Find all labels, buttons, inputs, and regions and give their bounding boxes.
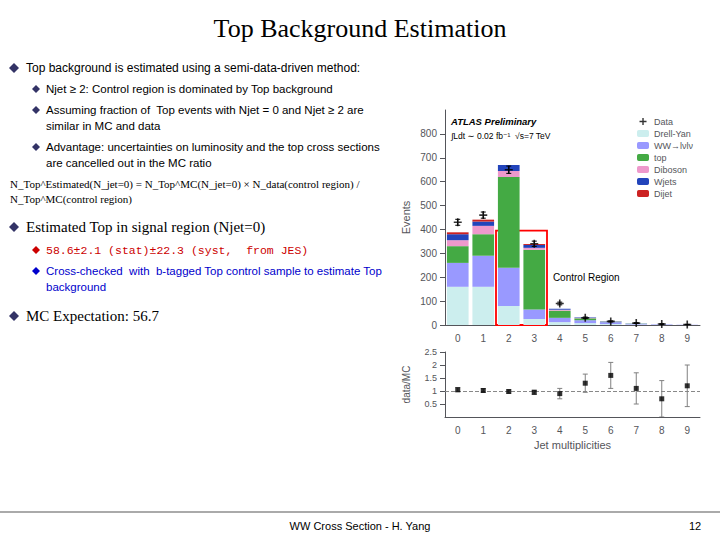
svg-text:0: 0: [455, 425, 461, 436]
svg-text:3: 3: [531, 425, 537, 436]
svg-text:2: 2: [506, 333, 512, 344]
svg-text:Control Region: Control Region: [553, 272, 620, 283]
svg-text:6: 6: [608, 333, 614, 344]
svg-text:ATLAS Preliminary: ATLAS Preliminary: [450, 116, 537, 127]
svg-text:are cancelled out in the MC ra: are cancelled out in the MC ratio: [46, 157, 212, 169]
svg-text:2: 2: [506, 425, 512, 436]
svg-text:Njet ≥ 2: Control region is do: Njet ≥ 2: Control region is dominated by…: [46, 83, 333, 95]
svg-text:5: 5: [582, 425, 588, 436]
svg-text:5: 5: [582, 333, 588, 344]
svg-text:0.5: 0.5: [424, 399, 437, 409]
svg-text:300: 300: [420, 248, 437, 259]
svg-text:Wjets: Wjets: [654, 177, 677, 187]
svg-text:N_Top^Estimated(N_jet=0) = N_T: N_Top^Estimated(N_jet=0) = N_Top^MC(N_je…: [10, 178, 360, 191]
svg-text:4: 4: [557, 425, 563, 436]
svg-text:similar in MC and data: similar in MC and data: [46, 120, 161, 132]
svg-text:1: 1: [480, 425, 486, 436]
svg-text:Top background is estimated us: Top background is estimated using a semi…: [26, 61, 360, 75]
svg-text:800: 800: [420, 128, 437, 139]
svg-text:7: 7: [633, 333, 639, 344]
svg-text:8: 8: [659, 425, 665, 436]
svg-text:Diboson: Diboson: [654, 165, 687, 175]
svg-text:8: 8: [659, 333, 665, 344]
svg-text:0: 0: [431, 320, 437, 331]
svg-text:WW Cross Section - H. Yang: WW Cross Section - H. Yang: [290, 520, 431, 532]
svg-text:200: 200: [420, 272, 437, 283]
svg-text:100: 100: [420, 296, 437, 307]
svg-text:WW→lνlν: WW→lνlν: [654, 141, 693, 151]
svg-text:2.5: 2.5: [424, 347, 437, 357]
svg-text:1: 1: [480, 333, 486, 344]
svg-text:Drell-Yan: Drell-Yan: [654, 129, 691, 139]
svg-text:400: 400: [420, 224, 437, 235]
svg-text:Dijet: Dijet: [654, 189, 673, 199]
svg-text:2: 2: [432, 360, 437, 370]
svg-text:Data: Data: [654, 117, 673, 127]
svg-text:Cross-checked with b-tagged: Cross-checked with b-tagged Top control …: [46, 265, 382, 277]
svg-text:6: 6: [608, 425, 614, 436]
svg-text:top: top: [654, 153, 667, 163]
svg-text:background: background: [46, 281, 106, 293]
svg-text:3: 3: [531, 333, 537, 344]
svg-text:Assuming fraction of Top even: Assuming fraction of Top events with Nje…: [46, 104, 364, 116]
svg-text:∫Ldt ∼ 0.02 fb⁻¹ √s=7 TeV: ∫Ldt ∼ 0.02 fb⁻¹ √s=7 TeV: [450, 131, 551, 141]
svg-text:Jet multiplicities: Jet multiplicities: [534, 439, 612, 451]
svg-text:Events: Events: [400, 200, 412, 234]
svg-text:7: 7: [633, 425, 639, 436]
svg-text:9: 9: [684, 333, 690, 344]
svg-text:700: 700: [420, 152, 437, 163]
svg-text:12: 12: [689, 520, 701, 532]
svg-text:Estimated Top in signal region: Estimated Top in signal region (Njet=0): [26, 219, 265, 236]
svg-text:0: 0: [455, 333, 461, 344]
svg-text:Advantage: uncertainties on lu: Advantage: uncertainties on luminosity a…: [46, 141, 380, 153]
svg-text:58.6±2.1 (stat)±22.3 (syst, f: 58.6±2.1 (stat)±22.3 (syst, from JES): [46, 244, 308, 257]
svg-text:4: 4: [557, 333, 563, 344]
svg-text:N_Top^MC(control region): N_Top^MC(control region): [10, 193, 132, 206]
svg-text:MC Expectation: 56.7: MC Expectation: 56.7: [26, 308, 159, 324]
svg-text:Top Background Estimation: Top Background Estimation: [214, 14, 507, 43]
svg-text:data/MC: data/MC: [401, 366, 412, 404]
svg-text:9: 9: [684, 425, 690, 436]
svg-text:1: 1: [432, 386, 437, 396]
svg-text:600: 600: [420, 176, 437, 187]
svg-text:500: 500: [420, 200, 437, 211]
svg-text:1.5: 1.5: [424, 373, 437, 383]
